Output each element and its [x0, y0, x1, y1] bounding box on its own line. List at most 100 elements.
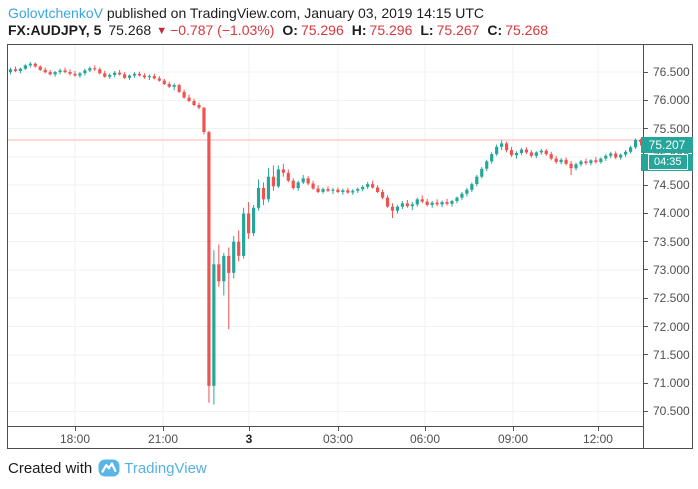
candle — [78, 72, 82, 78]
publish-line: GolovtchenkoV published on TradingView.c… — [8, 5, 484, 21]
candle — [63, 67, 67, 74]
candle — [93, 65, 97, 71]
symbol-line: FX:AUDJPY, 5 75.268 ▼ −0.787 (−1.03%) O: 75.2… — [8, 22, 548, 38]
candle — [589, 159, 593, 166]
price-tick — [644, 241, 648, 243]
time-tick — [597, 427, 599, 431]
candle — [495, 144, 499, 156]
candle — [152, 73, 156, 80]
candle — [584, 158, 588, 165]
candle — [390, 203, 395, 218]
candle — [316, 185, 320, 194]
price-tick — [644, 297, 648, 299]
candle — [58, 68, 62, 75]
time-axis: 18:00 21:00 3 03:00 06:00 09:00 12:00 — [8, 426, 644, 449]
price-tick — [644, 128, 648, 130]
author-link[interactable]: GolovtchenkoV — [8, 5, 103, 21]
candle — [311, 180, 315, 190]
time-tick-label: 06:00 — [409, 432, 441, 446]
price-tick-label: 76.500 — [653, 65, 690, 80]
candle — [237, 230, 241, 262]
candle — [614, 151, 618, 160]
candle — [475, 175, 479, 187]
candle — [142, 73, 147, 79]
candle — [8, 67, 13, 75]
candle — [544, 149, 548, 156]
candle — [519, 147, 524, 156]
candle — [594, 156, 598, 164]
candle — [341, 188, 345, 195]
ohlc-value: 75.267 — [436, 22, 480, 38]
candle — [251, 205, 256, 237]
candle — [410, 202, 414, 211]
price-tick-label: 72.000 — [653, 319, 690, 334]
candle — [88, 66, 92, 73]
candle — [559, 158, 563, 165]
candle — [455, 196, 459, 204]
price-change: −0.787 (−1.03%) — [170, 22, 275, 38]
candle — [361, 185, 365, 192]
candle — [420, 195, 424, 204]
candle — [619, 153, 623, 160]
candle — [514, 151, 519, 159]
candle — [118, 69, 122, 76]
candle — [400, 201, 404, 209]
candle — [113, 71, 117, 78]
chart-frame: 76.50076.00075.50075.00074.50074.00073.5… — [7, 44, 693, 449]
candle — [286, 169, 290, 183]
time-tick — [338, 427, 339, 431]
candle — [395, 205, 400, 214]
time-tick-label: 18:00 — [59, 432, 90, 446]
candle — [122, 72, 127, 79]
candle — [599, 157, 603, 164]
candle — [331, 188, 335, 195]
candle — [326, 186, 330, 192]
candle — [480, 167, 484, 179]
candle — [385, 195, 390, 208]
ohlc-value: 75.268 — [505, 22, 549, 38]
time-tick — [425, 427, 426, 431]
candle — [38, 65, 42, 71]
candle — [232, 236, 236, 279]
candle — [296, 180, 300, 191]
candle — [276, 165, 280, 188]
candle — [53, 71, 57, 77]
price-tick — [644, 354, 648, 356]
candle — [207, 130, 211, 403]
candle — [465, 188, 469, 197]
candle — [430, 201, 434, 208]
time-tick-label: 3 — [245, 432, 253, 446]
candle — [23, 64, 27, 70]
price-tick — [644, 382, 648, 384]
candle — [167, 81, 171, 88]
candle — [182, 89, 186, 99]
price-tick — [644, 212, 648, 214]
candle — [242, 207, 246, 259]
ohlc-label: O: — [282, 22, 298, 38]
time-tick-label: 09:00 — [497, 432, 529, 446]
price-axis: 76.50076.00075.50075.00074.50074.00073.5… — [643, 45, 692, 426]
candle — [281, 163, 285, 177]
tradingview-link[interactable]: TradingView — [124, 459, 207, 477]
price-tick-label: 75.500 — [653, 121, 690, 136]
tradingview-logo-icon[interactable] — [98, 458, 120, 478]
candle — [291, 178, 295, 190]
candlestick-plot — [8, 45, 643, 426]
candle — [103, 71, 107, 78]
candle — [13, 66, 18, 73]
candle — [157, 76, 161, 82]
price-tick — [644, 269, 648, 271]
candle — [425, 198, 429, 207]
candle — [524, 147, 529, 155]
last-price: 75.268 — [108, 22, 152, 38]
candle — [415, 197, 419, 207]
candle — [366, 181, 370, 190]
candle — [633, 138, 638, 149]
price-tick-label: 76.000 — [653, 93, 690, 108]
candle — [351, 189, 355, 195]
candle — [624, 150, 628, 157]
axis-separator — [643, 45, 644, 448]
candle — [48, 69, 52, 76]
candle — [435, 199, 439, 207]
price-tick-label: 74.000 — [653, 206, 690, 221]
